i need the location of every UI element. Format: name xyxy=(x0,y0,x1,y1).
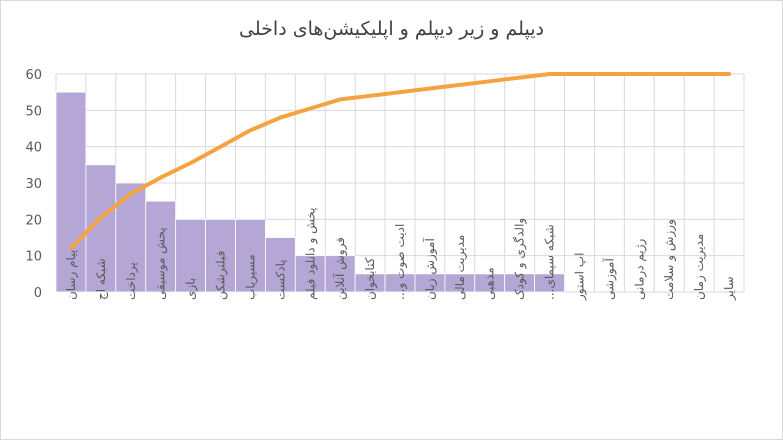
x-tick-label: مدیریت مالی xyxy=(453,235,468,300)
bar xyxy=(205,218,236,293)
y-tick-label: 50 xyxy=(25,104,42,119)
x-tick-label: مسیریاب xyxy=(243,254,258,300)
bar-series xyxy=(55,91,565,293)
x-tick-label: ادیت صوت و... xyxy=(393,224,408,300)
x-tick-label: کتابخوان xyxy=(363,257,378,300)
bar xyxy=(235,218,266,293)
x-tick-label: شبکه سیمای... xyxy=(543,224,557,300)
x-tick-label: رژیم درمانی xyxy=(632,239,647,301)
x-tick-label: آموزشی xyxy=(601,258,617,300)
x-tick-label: سایر xyxy=(722,276,737,301)
x-tick-label: فیلترشکن xyxy=(214,251,229,300)
y-tick-label: 30 xyxy=(25,177,42,192)
x-tick-label: آموزش زبان xyxy=(422,238,438,300)
y-tick-label: 60 xyxy=(25,68,42,83)
x-tick-label: ورزش و سلامت xyxy=(662,219,677,300)
cumulative-line xyxy=(69,72,731,251)
x-tick-label: شبکه اج xyxy=(94,258,108,300)
bar xyxy=(55,91,87,293)
x-tick-label: مذهبی xyxy=(483,267,497,300)
bar xyxy=(534,273,565,293)
y-axis-ticks: 0 10 20 30 40 50 60 xyxy=(25,68,42,301)
x-tick-label: پخش موسیقی xyxy=(154,227,169,300)
y-tick-label: 40 xyxy=(25,141,42,156)
bar xyxy=(145,200,177,293)
x-tick-label: والدگری و کودک xyxy=(513,218,528,300)
x-tick-label: فروش آنلاین xyxy=(332,237,348,300)
x-tick-label: پرداخت xyxy=(124,262,139,300)
x-tick-label: بازی xyxy=(184,278,199,300)
y-tick-label: 20 xyxy=(25,213,42,228)
bar xyxy=(264,237,296,293)
bar xyxy=(294,255,326,293)
cumulative-line-series xyxy=(69,72,731,251)
bar xyxy=(324,255,356,293)
chart-title: دیپلم و زیر دیپلم و اپلیکیشن‌های داخلی xyxy=(239,18,544,40)
y-tick-label: 0 xyxy=(34,286,42,301)
y-tick-label: 10 xyxy=(25,250,42,265)
bar xyxy=(175,218,206,293)
x-tick-label: پخش و دانلود فیلم xyxy=(303,208,318,300)
x-axis-ticks: پیام رسان شبکه اج پرداخت پخش موسیقی بازی فیلت… xyxy=(64,208,737,301)
x-tick-label: پادکست xyxy=(273,259,287,300)
x-tick-label: مدیریت زمان xyxy=(692,234,707,300)
x-tick-label: پیام رسان xyxy=(64,250,79,300)
x-tick-label: اپ استور xyxy=(572,253,587,301)
